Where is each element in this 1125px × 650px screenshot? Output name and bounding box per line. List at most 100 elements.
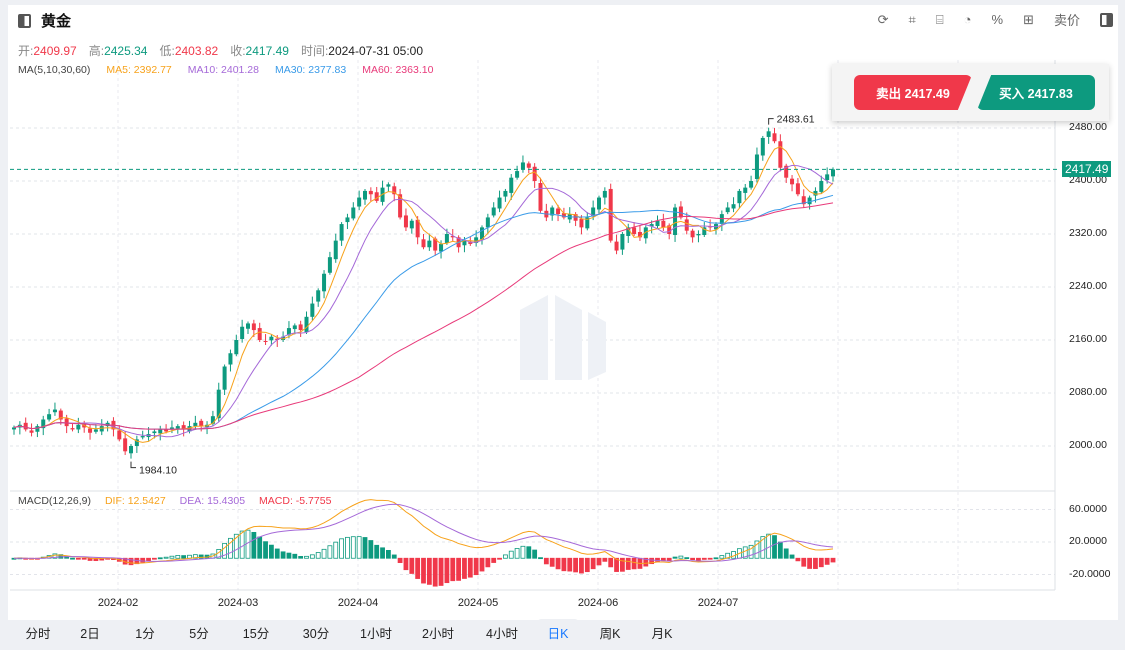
macd-bar	[374, 544, 380, 559]
candle	[292, 325, 297, 330]
candle	[152, 431, 157, 434]
ma10-value: MA10: 2401.28	[187, 64, 259, 76]
candle	[754, 154, 759, 180]
macd-bar	[725, 552, 731, 559]
sidebar-toggle-icon[interactable]	[18, 13, 31, 28]
candle	[819, 181, 824, 192]
macd-bar	[760, 536, 766, 559]
macd-bar	[672, 556, 678, 559]
candle	[351, 207, 356, 219]
price-type-toggle[interactable]: 卖价	[1053, 13, 1080, 28]
macd-bar	[280, 551, 286, 559]
candle	[749, 181, 754, 188]
period-tab-8[interactable]: 4小时	[486, 627, 518, 641]
macd-bar	[614, 557, 619, 572]
draw-icon[interactable]: ⌗	[908, 11, 916, 27]
buy-button[interactable]: 买入 2417.83	[977, 75, 1095, 110]
x-tick-label: 2024-03	[217, 597, 259, 609]
macd-bar	[497, 557, 502, 560]
candle	[310, 303, 315, 317]
candle	[480, 227, 484, 240]
macd-bar	[754, 540, 760, 559]
candle	[831, 169, 835, 177]
period-tab-3[interactable]: 5分	[189, 627, 209, 641]
y-tick-label: 2080.00	[1069, 386, 1107, 398]
x-tick-label: 2024-04	[337, 597, 379, 609]
macd-bar	[403, 557, 409, 571]
candle	[415, 219, 420, 238]
macd-bar	[157, 557, 163, 560]
candle	[339, 224, 344, 241]
watermark-logo	[520, 295, 606, 380]
candle	[421, 239, 426, 248]
macd-bar	[526, 546, 532, 559]
candle	[591, 207, 596, 217]
candle	[825, 174, 830, 181]
period-tab-0[interactable]: 分时	[25, 627, 51, 641]
macd-bar	[450, 557, 456, 582]
pie-icon[interactable]: ◔	[963, 12, 972, 27]
macd-bar	[175, 555, 181, 559]
macd-bar	[315, 552, 321, 559]
low-label: 低:	[159, 44, 175, 58]
candle	[597, 197, 601, 210]
period-tab-5[interactable]: 30分	[302, 627, 330, 641]
page-title: 黄金	[41, 13, 72, 30]
period-tab-2[interactable]: 1分	[135, 627, 155, 641]
macd-bar	[239, 530, 245, 559]
period-tab-9[interactable]: 日K	[538, 619, 578, 646]
indicator-icon[interactable]: ⌸	[935, 11, 944, 27]
macd-bar	[263, 541, 268, 559]
macd-bar	[339, 538, 345, 559]
candle	[164, 429, 169, 432]
macd-bar	[81, 557, 87, 560]
candle	[766, 131, 771, 137]
period-tab-10[interactable]: 周K	[599, 627, 621, 641]
macd-bar	[362, 537, 368, 559]
max-marker	[768, 118, 774, 125]
macd-bar	[649, 557, 655, 565]
refresh-icon[interactable]: ⟳	[877, 11, 889, 27]
macd-bar	[625, 557, 631, 570]
period-tab-6[interactable]: 1小时	[360, 627, 392, 641]
time-label: 时间:	[300, 44, 329, 58]
trade-panel: 卖出 2417.49 买入 2417.83	[832, 64, 1109, 121]
macd-bar	[70, 557, 75, 560]
candle	[643, 227, 648, 239]
candle	[520, 162, 525, 170]
candle	[655, 220, 660, 227]
sell-button[interactable]: 卖出 2417.49	[854, 75, 972, 110]
candle	[240, 326, 245, 340]
candle	[585, 217, 590, 229]
candle	[251, 323, 256, 331]
candle	[561, 213, 566, 218]
ma-legend: MA(5,10,30,60) MA5: 2392.77 MA10: 2401.2…	[18, 64, 433, 76]
macd-bar	[245, 529, 251, 559]
macd-bar	[432, 557, 438, 587]
macd-bar	[514, 548, 520, 559]
panel-toggle-icon[interactable]	[1100, 12, 1113, 27]
grid-icon[interactable]: ⊞	[1023, 11, 1034, 27]
macd-bar	[309, 554, 315, 559]
current-price-label: 2417.49	[1062, 161, 1112, 177]
candle	[181, 425, 186, 430]
min-marker	[130, 461, 136, 469]
macd-bar	[169, 555, 175, 559]
macd-bar	[701, 557, 707, 560]
candle	[737, 190, 742, 204]
candle	[199, 420, 204, 427]
candle	[807, 197, 812, 205]
macd-bar	[795, 557, 801, 562]
macd-bar	[321, 548, 327, 559]
period-tab-11[interactable]: 月K	[651, 627, 673, 641]
macd-bar	[590, 557, 596, 570]
period-tab-1[interactable]: 2日	[80, 627, 100, 641]
period-tab-7[interactable]: 2小时	[422, 627, 454, 641]
percent-icon[interactable]: %	[991, 12, 1004, 27]
period-tab-4[interactable]: 15分	[242, 627, 270, 641]
macd-bar	[257, 536, 263, 559]
candle	[503, 190, 508, 197]
candle	[772, 133, 777, 142]
macd-bar	[286, 552, 292, 559]
